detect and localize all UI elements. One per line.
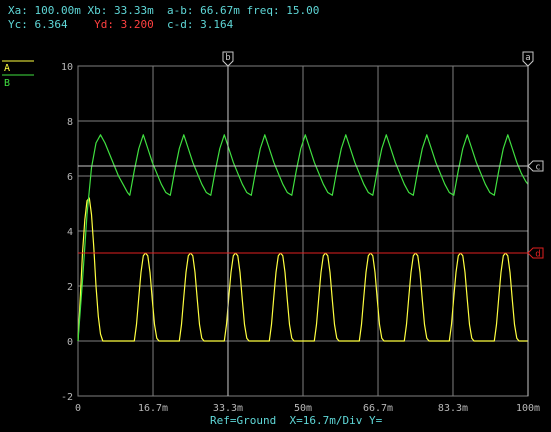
x-tick-label: 66.7m bbox=[363, 403, 393, 414]
y-tick-label: -2 bbox=[61, 392, 73, 403]
x-tick-label: 33.3m bbox=[213, 403, 243, 414]
y-tick-label: 2 bbox=[67, 282, 73, 293]
readout-yd-value: 3.200 bbox=[121, 18, 154, 31]
readout-yd-label: Yd: bbox=[94, 18, 114, 31]
readout-xa-label: Xa: bbox=[8, 4, 28, 17]
cursors[interactable]: a b c d bbox=[78, 51, 544, 396]
y-tick-label: 10 bbox=[61, 62, 73, 73]
y-tick-label: 0 bbox=[67, 337, 73, 348]
cursor-b-label: b bbox=[225, 53, 230, 63]
status-bar: Ref=Ground X=16.7m/Div Y= bbox=[210, 414, 383, 427]
cursor-a-marker[interactable] bbox=[522, 51, 534, 67]
y-tick-label: 4 bbox=[67, 227, 73, 238]
x-tick-label: 83.3m bbox=[438, 403, 468, 414]
x-tick-label: 50m bbox=[294, 403, 312, 414]
legend: A B bbox=[2, 60, 34, 89]
readout-xb-value: 33.33m bbox=[114, 4, 154, 17]
readout-line-2: Yc: 6.364 Yd: 3.200 c-d: 3.164 bbox=[8, 18, 234, 31]
cursor-d-marker[interactable] bbox=[527, 247, 544, 259]
trace-b bbox=[77, 134, 529, 342]
cursor-b-marker[interactable] bbox=[222, 51, 234, 67]
readout-freq-label: freq: bbox=[246, 4, 279, 17]
readout-cd-value: 3.164 bbox=[200, 18, 233, 31]
trace-a bbox=[77, 197, 528, 342]
y-tick-label: 8 bbox=[67, 117, 73, 128]
cursor-a-label: a bbox=[525, 53, 530, 63]
x-tick-label: 16.7m bbox=[138, 403, 168, 414]
readout-yc-value: 6.364 bbox=[35, 18, 68, 31]
legend-b-label: B bbox=[4, 78, 10, 89]
y-tick-label: 6 bbox=[67, 172, 73, 183]
y-axis-ticks: -2 0 2 4 6 8 10 bbox=[61, 62, 73, 403]
cursor-d-label: d bbox=[535, 250, 540, 260]
readout-xa-value: 100.00m bbox=[35, 4, 82, 17]
x-tick-label: 0 bbox=[75, 403, 81, 414]
readout-ab-value: 66.67m bbox=[200, 4, 240, 17]
legend-a-label: A bbox=[4, 63, 10, 74]
readout-xb-label: Xb: bbox=[87, 4, 107, 17]
readout-ab-label: a-b: bbox=[167, 4, 194, 17]
readout-line-1: Xa: 100.00m Xb: 33.33m a-b: 66.67m freq:… bbox=[8, 4, 319, 17]
traces bbox=[77, 134, 529, 342]
cursor-c-label: c bbox=[535, 162, 540, 172]
readout-freq-value: 15.00 bbox=[286, 4, 319, 17]
x-axis-ticks: 0 16.7m 33.3m 50m 66.7m 83.3m 100m bbox=[75, 403, 540, 414]
readout-cd-label: c-d: bbox=[167, 18, 194, 31]
cursor-c-marker[interactable] bbox=[527, 160, 544, 172]
x-tick-label: 100m bbox=[516, 403, 540, 414]
readout-yc-label: Yc: bbox=[8, 18, 28, 31]
